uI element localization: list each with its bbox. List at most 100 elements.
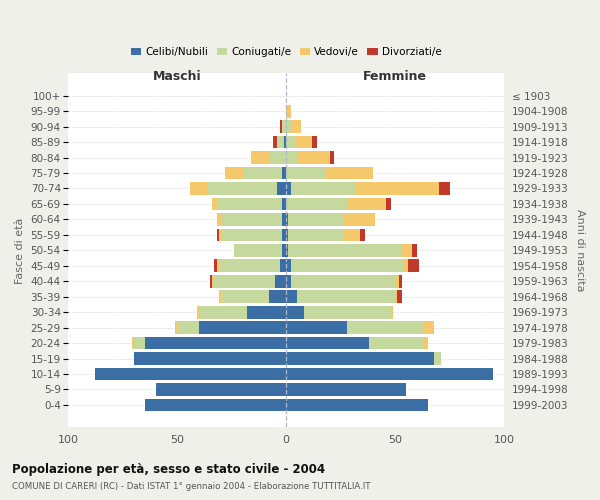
Bar bbox=[286, 336, 369, 349]
Bar bbox=[214, 275, 275, 287]
Bar bbox=[145, 398, 286, 411]
Bar bbox=[395, 275, 400, 287]
Bar bbox=[212, 198, 217, 210]
Y-axis label: Anni di nascita: Anni di nascita bbox=[575, 209, 585, 292]
Bar bbox=[369, 336, 424, 349]
Bar bbox=[297, 290, 395, 303]
Bar bbox=[282, 198, 286, 210]
Bar bbox=[325, 166, 373, 179]
Bar bbox=[289, 244, 401, 256]
Bar bbox=[275, 275, 286, 287]
Bar bbox=[221, 290, 269, 303]
Bar bbox=[286, 398, 428, 411]
Bar bbox=[286, 290, 297, 303]
Bar bbox=[251, 151, 269, 164]
Bar bbox=[212, 275, 214, 287]
Bar bbox=[214, 260, 217, 272]
Bar bbox=[218, 290, 221, 303]
Bar bbox=[286, 105, 290, 118]
Bar bbox=[95, 368, 286, 380]
Bar bbox=[290, 182, 356, 195]
Bar bbox=[297, 151, 330, 164]
Bar bbox=[330, 151, 334, 164]
Bar bbox=[286, 275, 290, 287]
Bar bbox=[286, 198, 347, 210]
Bar bbox=[401, 244, 412, 256]
Bar bbox=[343, 213, 376, 226]
Bar bbox=[286, 182, 290, 195]
Text: COMUNE DI CARERI (RC) - Dati ISTAT 1° gennaio 2004 - Elaborazione TUTTITALIA.IT: COMUNE DI CARERI (RC) - Dati ISTAT 1° ge… bbox=[12, 482, 371, 491]
Bar bbox=[289, 213, 343, 226]
Bar bbox=[208, 182, 277, 195]
Bar bbox=[218, 260, 280, 272]
Bar bbox=[286, 352, 434, 365]
Bar bbox=[439, 182, 449, 195]
Bar bbox=[286, 213, 289, 226]
Text: Maschi: Maschi bbox=[153, 70, 202, 82]
Legend: Celibi/Nubili, Coniugati/e, Vedovi/e, Divorziati/e: Celibi/Nubili, Coniugati/e, Vedovi/e, Di… bbox=[127, 43, 446, 62]
Bar bbox=[190, 182, 208, 195]
Bar bbox=[412, 244, 417, 256]
Bar bbox=[134, 352, 286, 365]
Bar bbox=[290, 120, 301, 133]
Bar bbox=[247, 306, 286, 318]
Bar bbox=[199, 306, 247, 318]
Bar bbox=[286, 151, 297, 164]
Bar bbox=[313, 136, 317, 148]
Bar bbox=[199, 322, 286, 334]
Bar bbox=[424, 322, 434, 334]
Bar bbox=[356, 182, 439, 195]
Bar bbox=[424, 336, 428, 349]
Bar bbox=[304, 306, 391, 318]
Bar bbox=[282, 166, 286, 179]
Bar bbox=[217, 213, 221, 226]
Bar bbox=[434, 352, 441, 365]
Bar bbox=[286, 260, 290, 272]
Bar bbox=[386, 198, 391, 210]
Bar bbox=[397, 290, 401, 303]
Bar bbox=[400, 275, 401, 287]
Bar bbox=[210, 275, 212, 287]
Bar bbox=[347, 198, 386, 210]
Text: Popolazione per età, sesso e stato civile - 2004: Popolazione per età, sesso e stato civil… bbox=[12, 463, 325, 476]
Bar bbox=[343, 228, 360, 241]
Bar bbox=[221, 213, 282, 226]
Bar bbox=[404, 260, 408, 272]
Bar bbox=[286, 136, 295, 148]
Bar bbox=[286, 306, 304, 318]
Bar bbox=[218, 228, 221, 241]
Bar bbox=[277, 182, 286, 195]
Bar bbox=[273, 136, 277, 148]
Bar bbox=[284, 136, 286, 148]
Bar bbox=[217, 198, 282, 210]
Bar bbox=[286, 368, 493, 380]
Bar bbox=[286, 120, 290, 133]
Bar bbox=[217, 260, 218, 272]
Bar bbox=[242, 166, 282, 179]
Bar bbox=[178, 322, 199, 334]
Bar bbox=[286, 383, 406, 396]
Bar bbox=[282, 228, 286, 241]
Bar bbox=[234, 244, 282, 256]
Bar bbox=[269, 290, 286, 303]
Bar bbox=[217, 228, 218, 241]
Bar bbox=[131, 336, 134, 349]
Bar bbox=[277, 136, 284, 148]
Bar bbox=[282, 120, 286, 133]
Text: Femmine: Femmine bbox=[363, 70, 427, 82]
Bar bbox=[286, 322, 347, 334]
Bar bbox=[286, 228, 289, 241]
Bar bbox=[225, 166, 242, 179]
Bar bbox=[269, 151, 286, 164]
Bar bbox=[145, 336, 286, 349]
Bar bbox=[280, 260, 286, 272]
Bar bbox=[280, 120, 282, 133]
Bar bbox=[391, 306, 393, 318]
Y-axis label: Fasce di età: Fasce di età bbox=[15, 217, 25, 284]
Bar bbox=[295, 136, 313, 148]
Bar bbox=[286, 166, 325, 179]
Bar bbox=[289, 228, 343, 241]
Bar bbox=[221, 228, 282, 241]
Bar bbox=[290, 275, 395, 287]
Bar bbox=[408, 260, 419, 272]
